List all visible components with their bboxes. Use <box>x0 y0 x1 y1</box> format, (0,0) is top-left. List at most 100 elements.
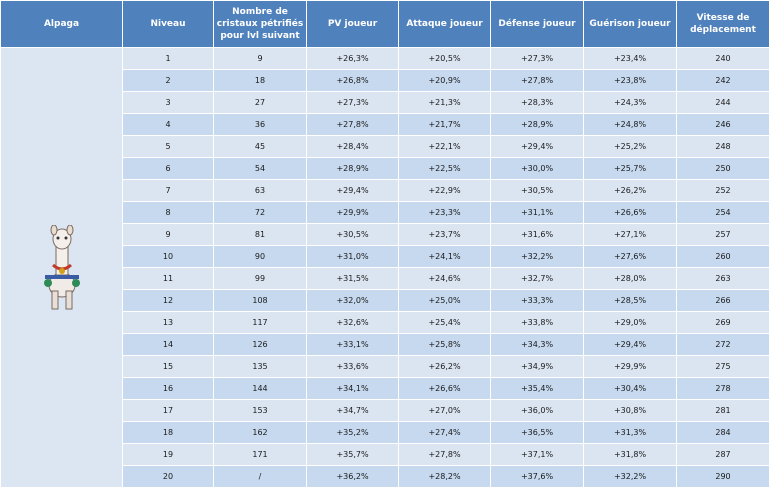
table-cell: 171 <box>213 443 307 466</box>
table-cell: 263 <box>676 267 769 290</box>
table-cell: +23,4% <box>583 47 677 70</box>
table-cell: +31,3% <box>583 421 677 444</box>
header-row: Alpaga Niveau Nombre de cristaux pétrifiés… <box>0 0 769 48</box>
header-cell: Défense joueur <box>490 0 584 48</box>
table-cell: +24,1% <box>398 245 491 268</box>
table-cell: +35,7% <box>306 443 399 466</box>
table-cell: +37,1% <box>490 443 584 466</box>
alpaca-cell <box>0 47 123 488</box>
table-cell: 99 <box>213 267 307 290</box>
table-row: 13 117 +32,6% +25,4% +33,8% +29,0% 269 <box>1 311 769 334</box>
table-cell: +32,7% <box>490 267 584 290</box>
table-cell: +28,5% <box>583 289 677 312</box>
table-cell: +25,0% <box>398 289 491 312</box>
table-cell: +27,8% <box>490 69 584 92</box>
table-cell: 117 <box>213 311 307 334</box>
header-cell: Guérison joueur <box>583 0 677 48</box>
table-cell: +27,8% <box>398 443 491 466</box>
table-row: 18 162 +35,2% +27,4% +36,5% +31,3% 284 <box>1 421 769 444</box>
table-cell: +35,2% <box>306 421 399 444</box>
header-cell: PV joueur <box>306 0 399 48</box>
table-cell: 260 <box>676 245 769 268</box>
table-cell: 20 <box>122 465 214 488</box>
table-cell: 16 <box>122 377 214 400</box>
table-cell: +25,2% <box>583 135 677 158</box>
table-cell: 63 <box>213 179 307 202</box>
table-cell: +21,7% <box>398 113 491 136</box>
table-cell: +28,0% <box>583 267 677 290</box>
table-cell: +35,4% <box>490 377 584 400</box>
table-cell: 248 <box>676 135 769 158</box>
table-cell: +26,6% <box>583 201 677 224</box>
table-cell: +27,3% <box>306 91 399 114</box>
table-cell: +28,9% <box>490 113 584 136</box>
table-cell: +31,8% <box>583 443 677 466</box>
table-row: 3 27 +27,3% +21,3% +28,3% +24,3% 244 <box>1 91 769 114</box>
table-cell: +28,4% <box>306 135 399 158</box>
alpaca-icon <box>43 224 80 309</box>
table-cell: +30,5% <box>306 223 399 246</box>
table-row: 10 90 +31,0% +24,1% +32,2% +27,6% 260 <box>1 245 769 268</box>
table-cell: +21,3% <box>398 91 491 114</box>
table-cell: +31,0% <box>306 245 399 268</box>
table-cell: 126 <box>213 333 307 356</box>
table-cell: 8 <box>122 201 214 224</box>
table-cell: +34,1% <box>306 377 399 400</box>
table-cell: 254 <box>676 201 769 224</box>
header-cell: Nombre de cristaux pétrifiés pour lvl su… <box>213 0 307 48</box>
table-cell: 4 <box>122 113 214 136</box>
table-cell: +31,5% <box>306 267 399 290</box>
table-cell: +30,5% <box>490 179 584 202</box>
table-cell: +27,3% <box>490 47 584 70</box>
table-cell: +28,2% <box>398 465 491 488</box>
table-cell: +33,8% <box>490 311 584 334</box>
table-cell: +27,0% <box>398 399 491 422</box>
header-cell: Alpaga <box>0 0 123 48</box>
table-cell: 11 <box>122 267 214 290</box>
table-cell: +20,9% <box>398 69 491 92</box>
table-row: 8 72 +29,9% +23,3% +31,1% +26,6% 254 <box>1 201 769 224</box>
table-cell: +36,0% <box>490 399 584 422</box>
table-cell: +33,3% <box>490 289 584 312</box>
table-row: 15 135 +33,6% +26,2% +34,9% +29,9% 275 <box>1 355 769 378</box>
table-cell: +34,3% <box>490 333 584 356</box>
table-cell: +32,0% <box>306 289 399 312</box>
table-row: 14 126 +33,1% +25,8% +34,3% +29,4% 272 <box>1 333 769 356</box>
table-cell: 246 <box>676 113 769 136</box>
header-cell: Vitesse de déplacement <box>676 0 769 48</box>
table-cell: +33,6% <box>306 355 399 378</box>
table-cell: +36,2% <box>306 465 399 488</box>
table-cell: +36,5% <box>490 421 584 444</box>
table-cell: 5 <box>122 135 214 158</box>
table-cell: 54 <box>213 157 307 180</box>
table-cell: 13 <box>122 311 214 334</box>
table-cell: +26,2% <box>583 179 677 202</box>
table-cell: 2 <box>122 69 214 92</box>
table-row: 7 63 +29,4% +22,9% +30,5% +26,2% 252 <box>1 179 769 202</box>
table-cell: 12 <box>122 289 214 312</box>
table-cell: +32,6% <box>306 311 399 334</box>
table-cell: +31,1% <box>490 201 584 224</box>
table-body: 1 9 +26,3% +20,5% +27,3% +23,4% 240 2 18 +26,8% +2… <box>0 47 769 488</box>
table-cell: 10 <box>122 245 214 268</box>
table-cell: 17 <box>122 399 214 422</box>
table-cell: 72 <box>213 201 307 224</box>
table-cell: +29,0% <box>583 311 677 334</box>
table-cell: +32,2% <box>490 245 584 268</box>
table-cell: 284 <box>676 421 769 444</box>
table-cell: +25,8% <box>398 333 491 356</box>
table-cell: +27,8% <box>306 113 399 136</box>
table-cell: 250 <box>676 157 769 180</box>
table-cell: 242 <box>676 69 769 92</box>
table-cell: +24,6% <box>398 267 491 290</box>
table-cell: 15 <box>122 355 214 378</box>
table-cell: 275 <box>676 355 769 378</box>
table-cell: +25,4% <box>398 311 491 334</box>
table-cell: +22,9% <box>398 179 491 202</box>
table-cell: +20,5% <box>398 47 491 70</box>
table-cell: 45 <box>213 135 307 158</box>
table-cell: 9 <box>213 47 307 70</box>
table-cell: 1 <box>122 47 214 70</box>
table-cell: +30,0% <box>490 157 584 180</box>
